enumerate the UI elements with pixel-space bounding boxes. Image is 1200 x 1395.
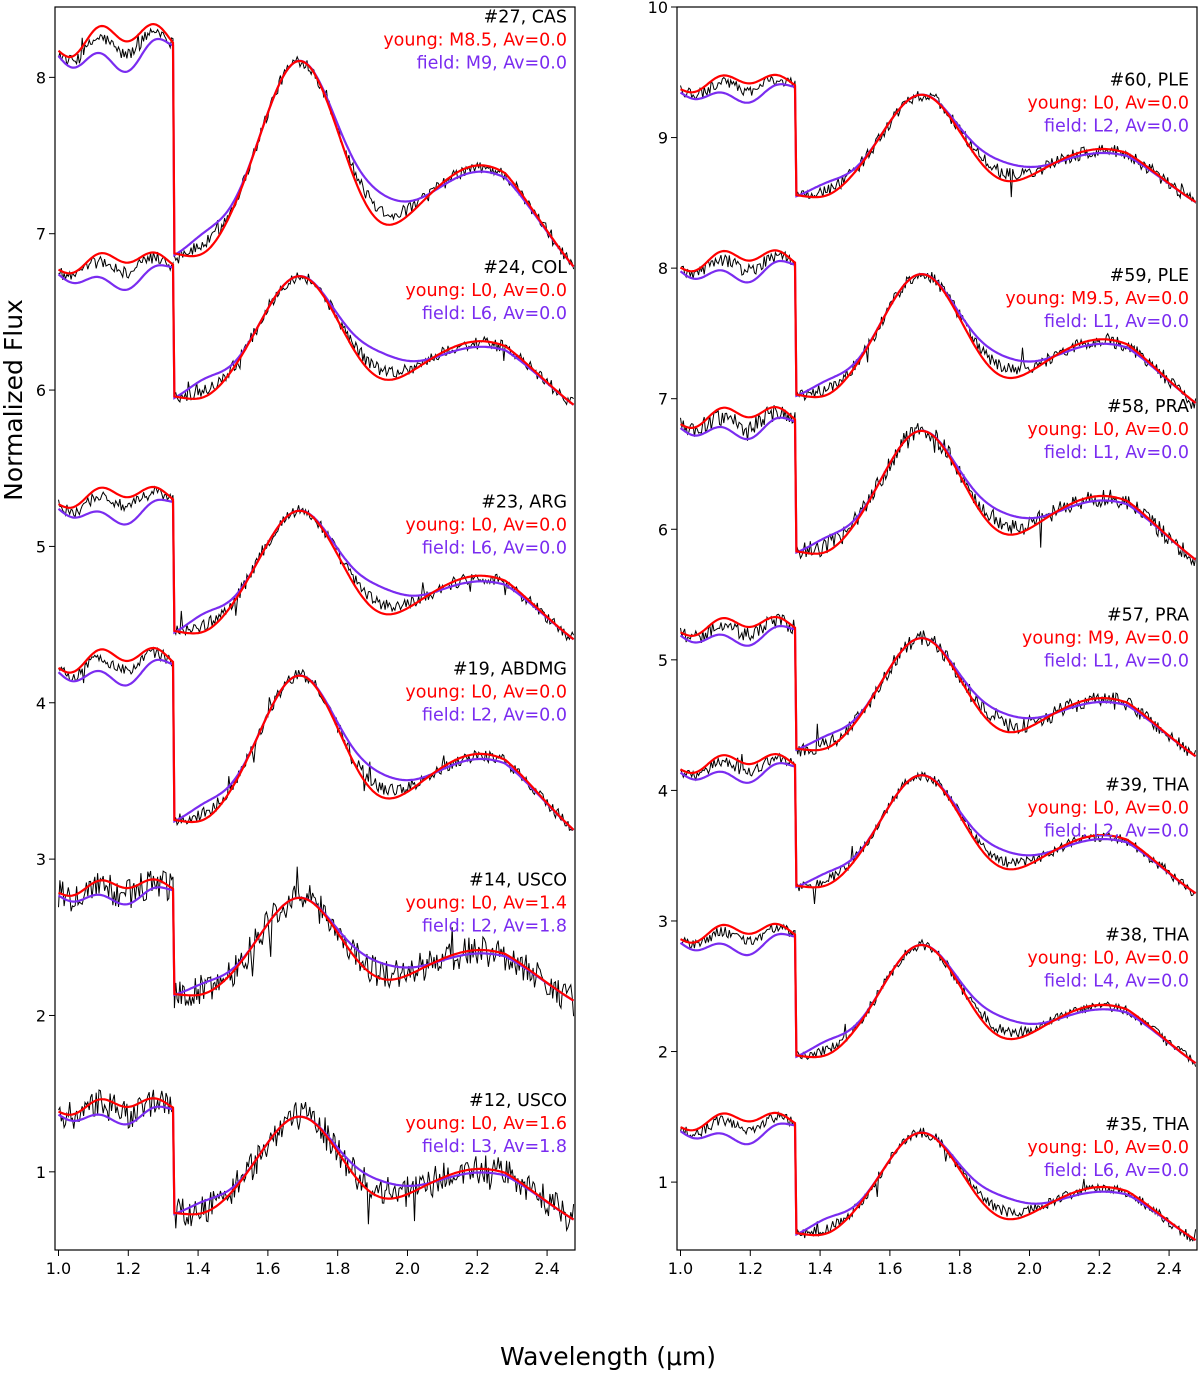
young-fit-label: young: L0, Av=0.0 [1027, 798, 1189, 818]
x-tick-label: 2.2 [1087, 1259, 1112, 1278]
y-tick-label: 7 [36, 225, 46, 244]
x-tick-label: 1.4 [185, 1259, 210, 1278]
young-fit-label: young: M8.5, Av=0.0 [383, 31, 567, 51]
young-template-spectrum [680, 615, 1197, 758]
y-tick-label: 2 [658, 1043, 668, 1062]
spectrum-object-label: #19, ABDMG [453, 660, 567, 680]
x-tick-label: 2.4 [534, 1259, 559, 1278]
young-fit-label: young: M9, Av=0.0 [1022, 629, 1189, 649]
spectrum-object-label: #12, USCO [469, 1091, 567, 1111]
young-template-spectrum [57, 646, 575, 831]
young-template-spectrum [57, 485, 575, 641]
y-tick-label: 6 [658, 520, 668, 539]
y-tick-label: 1 [658, 1173, 668, 1192]
field-fit-label: field: L2, Av=0.0 [1044, 821, 1189, 841]
spectrum-object-label: #24, COL [483, 258, 567, 278]
x-tick-label: 1.8 [947, 1259, 972, 1278]
field-fit-label: field: L2, Av=1.8 [422, 917, 567, 937]
plot-area-right [679, 73, 1197, 1243]
x-tick-label: 2.4 [1156, 1259, 1181, 1278]
young-fit-label: young: L0, Av=0.0 [1027, 1138, 1189, 1158]
spectrum-object-label: #23, ARG [481, 492, 567, 512]
y-tick-label: 1 [36, 1163, 46, 1182]
young-fit-label: young: L0, Av=0.0 [405, 683, 567, 703]
x-tick-label: 2.0 [1017, 1259, 1042, 1278]
right-panel: #60, PLE young: L0, Av=0.0 field: L2, Av=0… [648, 0, 1198, 1278]
young-fit-label: young: L0, Av=0.0 [1027, 949, 1189, 969]
field-fit-label: field: L2, Av=0.0 [422, 706, 567, 726]
young-fit-label: young: L0, Av=0.0 [405, 515, 567, 535]
y-tick-label: 5 [36, 537, 46, 556]
young-template-spectrum [680, 406, 1197, 561]
young-fit-label: young: L0, Av=0.0 [405, 281, 567, 301]
spectrum-object-label: #27, CAS [484, 8, 567, 28]
young-template-spectrum [58, 1097, 575, 1221]
field-fit-label: field: L2, Av=0.0 [1044, 116, 1189, 136]
observed-spectrum [58, 646, 574, 832]
y-tick-label: 5 [658, 651, 668, 670]
axes-frame [676, 6, 1198, 1251]
young-template-spectrum [680, 1111, 1197, 1242]
spectrum-object-label: #58, PRA [1107, 397, 1189, 417]
young-fit-label: young: L0, Av=0.0 [1027, 420, 1189, 440]
x-tick-label: 1.8 [325, 1259, 350, 1278]
young-fit-label: young: L0, Av=1.4 [405, 894, 567, 914]
field-fit-label: field: L1, Av=0.0 [1044, 312, 1189, 332]
x-tick-label: 2.2 [465, 1259, 490, 1278]
young-template-spectrum [679, 249, 1197, 404]
young-template-spectrum [58, 878, 575, 1002]
field-fit-label: field: L6, Av=0.0 [422, 304, 567, 324]
field-fit-label: field: L6, Av=0.0 [422, 538, 567, 558]
spectrum-object-label: #38, THA [1105, 926, 1189, 946]
young-fit-label: young: L0, Av=0.0 [1027, 93, 1189, 113]
observed-spectrum [58, 866, 575, 1017]
spectrum-object-label: #60, PLE [1110, 70, 1189, 90]
y-tick-label: 3 [658, 912, 668, 931]
observed-spectrum [58, 1089, 575, 1233]
x-tick-label: 1.6 [255, 1259, 280, 1278]
y-tick-label: 8 [658, 259, 668, 278]
y-tick-label: 7 [658, 390, 668, 409]
young-template-spectrum [58, 251, 575, 406]
young-fit-label: young: M9.5, Av=0.0 [1005, 289, 1189, 309]
x-tick-label: 1.4 [807, 1259, 832, 1278]
left-panel: #27, CAS young: M8.5, Av=0.0 field: M9, Av… [36, 6, 576, 1278]
y-tick-label: 4 [36, 694, 46, 713]
x-tick-label: 2.0 [395, 1259, 420, 1278]
x-tick-label: 1.2 [738, 1259, 763, 1278]
young-template-spectrum [680, 752, 1197, 895]
plot-area-left [57, 22, 575, 1233]
y-tick-label: 10 [648, 0, 668, 17]
y-tick-label: 4 [658, 781, 668, 800]
field-fit-label: field: L1, Av=0.0 [1044, 443, 1189, 463]
y-tick-label: 2 [36, 1006, 46, 1025]
axes-frame [54, 6, 576, 1251]
y-tick-label: 6 [36, 381, 46, 400]
y-tick-label: 8 [36, 68, 46, 87]
y-tick-label: 9 [658, 129, 668, 148]
spectrum-object-label: #59, PLE [1110, 266, 1189, 286]
young-fit-label: young: L0, Av=1.6 [405, 1114, 567, 1134]
spectrum-object-label: #35, THA [1105, 1115, 1189, 1135]
spectrum-object-label: #57, PRA [1107, 606, 1189, 626]
x-tick-label: 1.0 [668, 1259, 693, 1278]
young-template-spectrum [680, 73, 1197, 203]
y-tick-label: 3 [36, 850, 46, 869]
spectrum-object-label: #14, USCO [469, 871, 567, 891]
young-template-spectrum [680, 922, 1197, 1064]
y-axis-title: Normalized Flux [0, 299, 28, 501]
x-tick-label: 1.0 [46, 1259, 71, 1278]
field-fit-label: field: L4, Av=0.0 [1044, 972, 1189, 992]
x-tick-label: 1.2 [116, 1259, 141, 1278]
x-tick-label: 1.6 [877, 1259, 902, 1278]
field-fit-label: field: L1, Av=0.0 [1044, 652, 1189, 672]
field-fit-label: field: L3, Av=1.8 [422, 1137, 567, 1157]
spectrum-object-label: #39, THA [1105, 775, 1189, 795]
field-fit-label: field: L6, Av=0.0 [1044, 1161, 1189, 1181]
young-template-spectrum [57, 22, 575, 268]
x-axis-title: Wavelength (μm) [500, 1342, 716, 1371]
field-fit-label: field: M9, Av=0.0 [417, 54, 567, 74]
